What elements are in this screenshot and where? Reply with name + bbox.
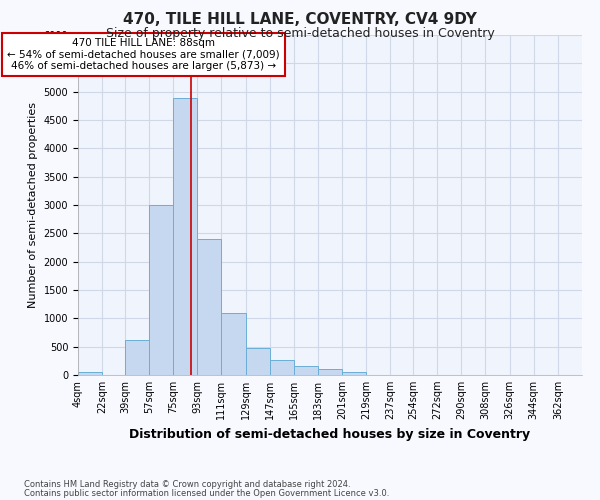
Bar [294, 366, 318, 375]
Text: 470, TILE HILL LANE, COVENTRY, CV4 9DY: 470, TILE HILL LANE, COVENTRY, CV4 9DY [123, 12, 477, 28]
X-axis label: Distribution of semi-detached houses by size in Coventry: Distribution of semi-detached houses by … [130, 428, 530, 440]
Bar [197, 239, 221, 375]
Bar [78, 372, 102, 375]
Text: Contains public sector information licensed under the Open Government Licence v3: Contains public sector information licen… [24, 488, 389, 498]
Bar [318, 370, 342, 375]
Text: Size of property relative to semi-detached houses in Coventry: Size of property relative to semi-detach… [106, 28, 494, 40]
Bar [221, 312, 245, 375]
Text: Contains HM Land Registry data © Crown copyright and database right 2024.: Contains HM Land Registry data © Crown c… [24, 480, 350, 489]
Bar [173, 98, 197, 375]
Bar [342, 372, 366, 375]
Bar [269, 360, 294, 375]
Bar [245, 348, 269, 375]
Text: 470 TILE HILL LANE: 88sqm
← 54% of semi-detached houses are smaller (7,009)
46% : 470 TILE HILL LANE: 88sqm ← 54% of semi-… [7, 38, 280, 71]
Y-axis label: Number of semi-detached properties: Number of semi-detached properties [28, 102, 38, 308]
Bar [149, 205, 173, 375]
Bar [125, 340, 149, 375]
